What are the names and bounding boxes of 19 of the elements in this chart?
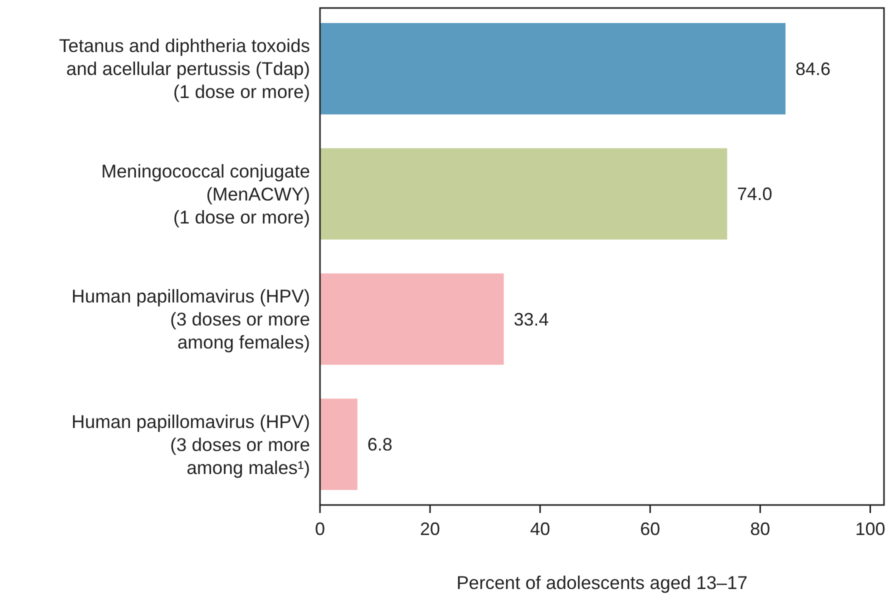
x-axis-title: Percent of adolescents aged 13–17 xyxy=(456,572,748,593)
x-tick-label: 40 xyxy=(530,519,550,539)
x-tick-label: 100 xyxy=(855,519,886,539)
y-tick-label: Tetanus and diphtheria toxoids and acellular pertussis (Tdap) (1 dose or more) xyxy=(59,35,310,102)
y-tick-label: Meningococcal conjugate (MenACWY) (1 dose or more) xyxy=(101,160,310,228)
bar xyxy=(320,273,504,365)
y-tick-label: Human papillomavirus (HPV) (3 doses or more among males¹) xyxy=(71,410,310,478)
data-label: 74.0 xyxy=(737,184,772,204)
data-label: 33.4 xyxy=(514,309,549,330)
data-label: 6.8 xyxy=(367,434,392,455)
y-tick-label: Human papillomavirus (HPV) (3 doses or more among females) xyxy=(71,286,310,353)
bar xyxy=(320,148,728,240)
x-tick-label: 60 xyxy=(640,519,660,539)
bar xyxy=(320,23,786,114)
x-tick-label: 80 xyxy=(750,519,770,539)
x-tick-label: 0 xyxy=(314,519,326,539)
data-label: 84.6 xyxy=(796,59,831,80)
bar xyxy=(320,398,358,490)
x-tick-label: 20 xyxy=(420,519,440,539)
